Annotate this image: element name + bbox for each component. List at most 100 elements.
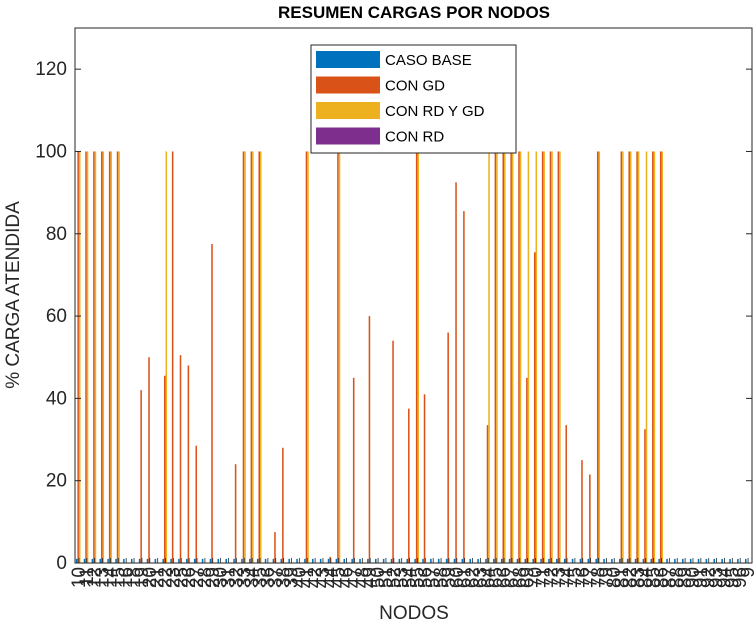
x-tick-label: 51	[376, 567, 397, 588]
x-tick-label: 28	[195, 567, 216, 588]
bar-caso-base-78	[611, 558, 613, 563]
bar-caso-base-19	[146, 558, 149, 563]
x-tick-label: 47	[344, 567, 365, 588]
axes-box	[74, 27, 753, 564]
bar-caso-base-95	[744, 558, 747, 563]
bar-caso-base-12	[91, 558, 94, 563]
x-tick-label: 62	[463, 567, 484, 588]
bar-con-gd-53	[415, 151, 418, 563]
bar-caso-base-65	[508, 558, 511, 563]
x-tick-label: 74	[557, 567, 578, 589]
bar-con-gd-69	[541, 151, 544, 563]
x-tick-label: 92	[699, 567, 720, 588]
bar-con-gd-13	[101, 151, 103, 563]
x-tick-label: 50	[368, 567, 389, 588]
bar-con-gd-25	[195, 445, 198, 563]
bar-caso-base-18	[138, 558, 141, 563]
bar-con-rd-y-gd-76	[598, 151, 601, 563]
x-tick-label: 61	[455, 567, 476, 588]
bar-caso-base-15	[115, 558, 117, 563]
bar-con-gd-21	[163, 375, 166, 563]
x-tick-label: 56	[415, 567, 436, 588]
bar-caso-base-23	[178, 558, 180, 563]
x-tick-label: 93	[707, 567, 728, 588]
bar-con-rd-y-gd-66	[519, 151, 522, 563]
x-tick-label: 69	[518, 567, 539, 588]
bar-con-gd-10	[77, 151, 79, 563]
bar-caso-base-25	[193, 558, 196, 563]
x-tick-label: 23	[163, 567, 184, 588]
bar-caso-base-82	[642, 558, 645, 563]
bar-con-gd-18	[140, 390, 142, 563]
x-tick-label: 39	[281, 567, 302, 588]
bar-caso-base-36	[280, 558, 283, 563]
bar-con-rd-y-gd-62	[488, 151, 490, 563]
bar-caso-base-33	[256, 558, 259, 563]
x-tick-label: 19	[132, 567, 153, 588]
bar-caso-base-69	[540, 558, 542, 563]
bar-caso-base-56	[437, 558, 440, 563]
bar-con-gd-82	[644, 429, 646, 563]
x-tick-label: 91	[691, 567, 712, 588]
bar-con-gd-76	[596, 151, 599, 563]
legend-entry-label: CON GD	[385, 78, 445, 95]
bar-con-gd-63	[494, 151, 497, 563]
y-tick-label: 100	[35, 141, 67, 162]
x-tick-label: 36	[258, 567, 279, 588]
bar-caso-base-86	[674, 558, 676, 563]
bar-caso-base-74	[579, 558, 582, 563]
x-tick-label: 85	[644, 567, 665, 588]
x-axis-label: NODOS	[379, 603, 449, 624]
x-tick-label: 18	[124, 567, 145, 588]
x-tick-label: 87	[659, 567, 680, 588]
bar-con-rd-y-gd-12	[94, 151, 97, 563]
legend-entry-label: CON RD Y GD	[385, 103, 485, 120]
x-tick-label: 13	[93, 567, 114, 588]
bar-caso-base-93	[729, 558, 731, 563]
bar-caso-base-49	[382, 558, 385, 563]
bar-con-gd-84	[659, 151, 662, 563]
bar-caso-base-67	[524, 558, 527, 563]
bar-con-gd-71	[557, 151, 560, 563]
x-tick-label: 52	[384, 567, 405, 588]
bar-con-gd-11	[85, 151, 87, 563]
x-tick-label: 96	[730, 567, 751, 588]
x-tick-label: 78	[588, 567, 609, 588]
bar-caso-base-46	[359, 558, 361, 563]
bar-con-gd-64	[502, 151, 505, 563]
x-tick-label: 27	[187, 567, 208, 588]
x-tick-label: 59	[439, 567, 460, 588]
bar-con-gd-72	[565, 425, 568, 563]
bar-caso-base-11	[83, 558, 86, 563]
x-tick-label: 46	[337, 567, 358, 588]
bar-con-gd-66	[518, 151, 520, 563]
bar-con-gd-81	[636, 151, 638, 563]
bar-caso-base-47	[367, 558, 369, 563]
legend-entry-label: CASO BASE	[385, 52, 472, 69]
bar-caso-base-26	[201, 558, 204, 563]
x-tick-label: 38	[274, 567, 295, 588]
bar-caso-base-72	[563, 558, 566, 563]
x-tick-label: 57	[423, 567, 444, 588]
x-tick-label: 41	[297, 567, 318, 588]
bar-caso-base-87	[682, 558, 684, 563]
x-tick-label: 76	[573, 567, 594, 588]
bar-con-gd-30	[234, 464, 237, 563]
x-tick-label: 22	[156, 567, 177, 588]
bar-caso-base-63	[493, 558, 495, 563]
bar-con-rd-y-gd-64	[504, 151, 506, 563]
bar-con-gd-42	[329, 556, 331, 563]
x-tick-label: 70	[526, 567, 547, 588]
bar-con-gd-31	[242, 151, 245, 563]
bar-caso-base-75	[587, 558, 590, 563]
bar-con-rd-y-gd-80	[629, 151, 632, 563]
bar-caso-base-88	[689, 558, 692, 563]
bar-caso-base-37	[288, 558, 290, 563]
bar-con-gd-22	[171, 151, 174, 563]
x-tick-label: 77	[581, 567, 602, 588]
bar-caso-base-54	[422, 558, 424, 563]
x-tick-label: 94	[714, 567, 735, 589]
x-tick-label: 84	[636, 567, 657, 589]
x-tick-label: 72	[541, 567, 562, 588]
